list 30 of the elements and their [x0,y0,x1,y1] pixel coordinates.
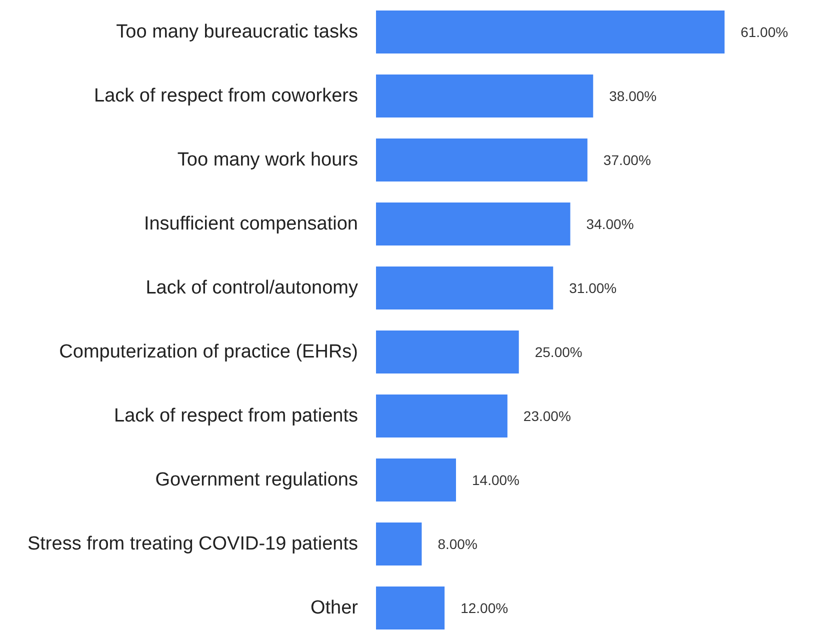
y-tick-label: Lack of control/autonomy [146,278,358,298]
y-tick-label: Too many bureaucratic tasks [116,22,358,42]
bar [376,138,588,182]
data-label: 14.00% [472,472,520,488]
data-label: 37.00% [603,152,651,168]
bar [376,394,508,438]
bar [376,330,519,374]
y-tick-label: Stress from treating COVID-19 patients [27,534,358,554]
data-label: 23.00% [523,408,571,424]
y-tick-label: Other [310,598,359,618]
y-tick-label: Lack of respect from coworkers [94,86,358,106]
y-tick-label: Lack of respect from patients [114,406,358,426]
bar [376,266,554,310]
bar [376,10,725,54]
bar [376,522,422,566]
data-label: 61.00% [740,24,788,40]
data-label: 8.00% [438,536,478,552]
data-label: 38.00% [609,88,657,104]
data-label: 34.00% [586,216,634,232]
y-tick-label: Insufficient compensation [144,214,358,234]
bar [376,74,594,118]
bar [376,458,456,502]
data-label: 12.00% [460,600,508,616]
bar [376,586,445,630]
y-tick-label: Government regulations [155,470,358,490]
y-tick-label: Computerization of practice (EHRs) [59,342,358,362]
y-tick-label: Too many work hours [177,150,358,170]
bar [376,202,570,246]
data-label: 31.00% [569,280,617,296]
data-label: 25.00% [534,344,582,360]
